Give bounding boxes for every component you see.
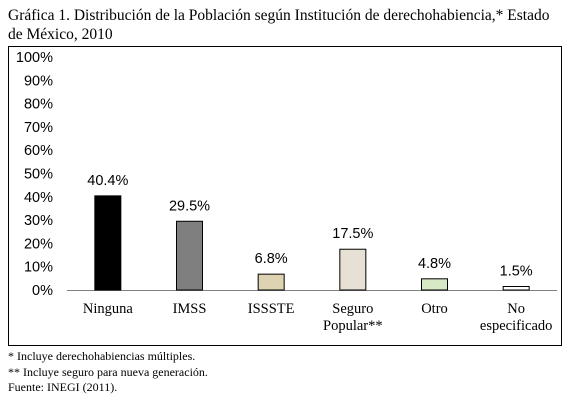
category-label: Seguro (332, 301, 373, 317)
category-label: Ninguna (83, 301, 134, 317)
y-tick-label: 40% (24, 190, 53, 206)
y-tick-label: 60% (24, 143, 53, 159)
note-new-generation: ** Incluye seguro para nueva generación. (8, 364, 208, 379)
y-tick-label: 80% (24, 97, 53, 113)
note-multiple: * Incluye derechohabiencias múltiples. (8, 349, 196, 363)
y-tick-label: 20% (24, 236, 53, 252)
bar (502, 286, 530, 291)
data-label: 40.4% (87, 173, 128, 189)
bar (421, 278, 448, 291)
bar (257, 273, 285, 291)
y-tick-label: 100% (16, 50, 53, 66)
category-label: No (507, 301, 525, 317)
data-label: 29.5% (169, 198, 210, 214)
chart-notes: * Incluye derechohabiencias múltiples. *… (8, 349, 563, 396)
category-label: especificado (480, 318, 552, 334)
category-label: IMSS (173, 301, 207, 317)
data-label: 6.8% (255, 251, 288, 267)
y-tick-label: 0% (32, 283, 53, 299)
chart-frame: 0% 10% 20% 30% 40% 50% 60% 70% 80% 90% 100% 40.4% Ni… (8, 46, 562, 346)
bar (94, 195, 122, 291)
category-label: ISSSTE (248, 301, 295, 317)
y-tick-label: 10% (24, 260, 53, 276)
y-tick-label: 70% (24, 120, 53, 136)
data-label: 17.5% (332, 226, 373, 242)
chart-title: Gráfica 1. Distribución de la Población … (8, 7, 550, 43)
category-label: Otro (421, 301, 448, 317)
y-tick-label: 30% (24, 213, 53, 229)
bar-chart: 0% 10% 20% 30% 40% 50% 60% 70% 80% 90% 100% 40.4% Ni… (16, 50, 557, 334)
bar (176, 220, 203, 291)
bar (339, 248, 367, 291)
category-label: Popular** (323, 318, 383, 334)
data-label: 1.5% (500, 264, 533, 280)
data-label: 4.8% (418, 256, 451, 272)
source-note: Fuente: INEGI (2011). (8, 380, 118, 394)
y-tick-label: 50% (24, 167, 53, 183)
y-tick-label: 90% (24, 73, 53, 89)
